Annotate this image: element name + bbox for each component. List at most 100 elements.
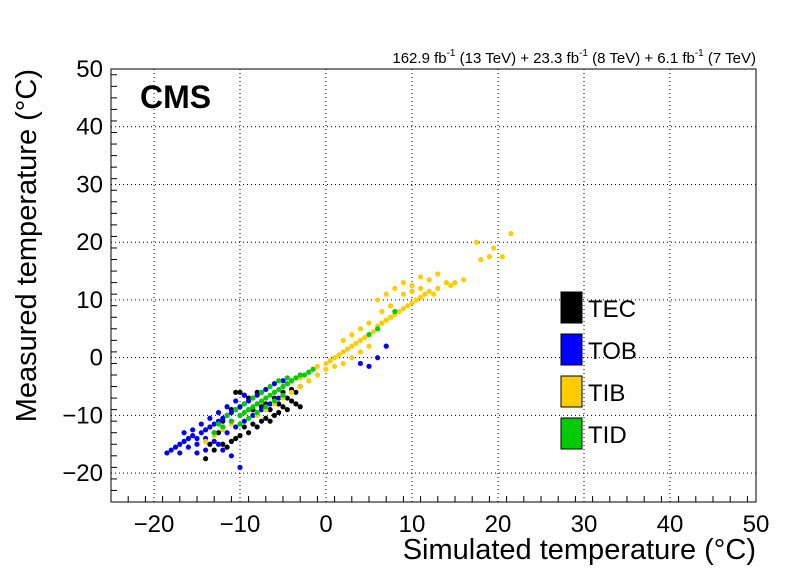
data-point — [203, 427, 209, 433]
data-point — [224, 412, 230, 418]
legend-label: TOB — [588, 338, 637, 365]
data-point — [418, 294, 424, 300]
x-tick-label: 40 — [657, 511, 684, 538]
data-point — [478, 256, 484, 263]
x-tick-label: 10 — [399, 511, 426, 538]
data-point — [237, 389, 243, 395]
data-point — [297, 383, 303, 390]
data-point — [267, 392, 273, 398]
data-point — [340, 337, 346, 343]
data-point — [233, 398, 239, 404]
data-point — [246, 430, 252, 436]
data-point — [211, 447, 217, 453]
data-point — [190, 433, 196, 439]
data-point — [392, 285, 398, 291]
data-point — [276, 401, 282, 407]
data-point — [357, 349, 363, 355]
data-point — [284, 375, 290, 381]
data-point — [241, 424, 247, 430]
data-point — [233, 407, 239, 413]
y-tick-label: 30 — [76, 171, 103, 198]
data-point — [409, 282, 415, 289]
data-point — [289, 378, 295, 384]
data-point — [220, 424, 226, 430]
data-point — [379, 308, 385, 315]
cms-label: CMS — [140, 79, 211, 115]
data-point — [486, 254, 492, 260]
lumi-part-4: (7 TeV) — [704, 50, 756, 67]
data-point — [280, 378, 286, 384]
data-point — [254, 392, 260, 398]
data-point — [323, 360, 329, 367]
data-point — [263, 404, 269, 410]
data-point — [276, 395, 282, 401]
data-point — [194, 450, 200, 456]
data-point — [289, 389, 295, 395]
lumi-sup-2: -1 — [579, 48, 588, 59]
y-tick-label: 10 — [76, 287, 103, 314]
lumi-sup-1: -1 — [447, 48, 456, 59]
y-tick-label: −10 — [62, 402, 103, 429]
data-point — [246, 407, 252, 413]
axis-ticks — [110, 74, 748, 503]
data-point — [280, 383, 286, 390]
data-point — [375, 355, 381, 361]
data-point — [271, 381, 277, 387]
data-point — [366, 363, 372, 369]
x-tick-labels: −20 −10 0 10 20 30 40 50 — [134, 511, 770, 538]
data-point — [228, 453, 234, 459]
data-point — [409, 288, 415, 294]
data-point — [314, 363, 320, 369]
legend-entry-tob: TOB — [560, 333, 637, 366]
data-point — [413, 297, 419, 303]
data-point — [181, 438, 187, 444]
data-point — [448, 282, 454, 289]
data-point — [211, 421, 217, 427]
data-point — [237, 464, 243, 470]
data-point — [177, 450, 183, 456]
data-point — [267, 418, 273, 424]
data-point — [499, 254, 505, 260]
data-point — [443, 280, 449, 286]
data-point — [366, 343, 372, 349]
data-point — [306, 378, 312, 384]
data-point — [215, 421, 222, 427]
data-point — [293, 401, 299, 407]
data-point — [241, 418, 247, 424]
x-tick-label: 50 — [743, 511, 770, 538]
data-point — [237, 404, 243, 410]
data-point — [250, 395, 256, 401]
data-point — [263, 395, 269, 401]
data-point — [422, 291, 428, 297]
data-point — [276, 378, 282, 384]
data-point — [263, 386, 269, 393]
data-point — [250, 412, 256, 418]
x-tick-label: 20 — [485, 511, 512, 538]
data-point — [452, 280, 458, 286]
data-point — [426, 277, 432, 283]
data-point — [271, 412, 277, 418]
data-point — [366, 320, 372, 326]
data-point — [168, 447, 174, 453]
data-point — [301, 372, 308, 378]
data-point — [263, 415, 269, 421]
data-point — [254, 424, 260, 430]
lumi-part-2: (13 TeV) + 23.3 fb — [456, 50, 580, 67]
data-point — [233, 389, 239, 395]
data-point — [194, 435, 200, 442]
data-point — [185, 444, 191, 450]
y-tick-label: 0 — [90, 345, 103, 372]
data-point — [233, 435, 239, 442]
data-point — [409, 300, 415, 306]
data-point — [211, 438, 217, 444]
data-point — [228, 418, 234, 424]
data-point — [379, 320, 385, 326]
data-point — [370, 329, 376, 335]
data-point — [203, 447, 209, 453]
legend-label: TIB — [588, 380, 625, 407]
data-point — [224, 444, 230, 450]
data-point — [362, 334, 368, 341]
data-point — [280, 392, 286, 398]
data-point — [211, 430, 217, 436]
data-point — [306, 369, 312, 375]
